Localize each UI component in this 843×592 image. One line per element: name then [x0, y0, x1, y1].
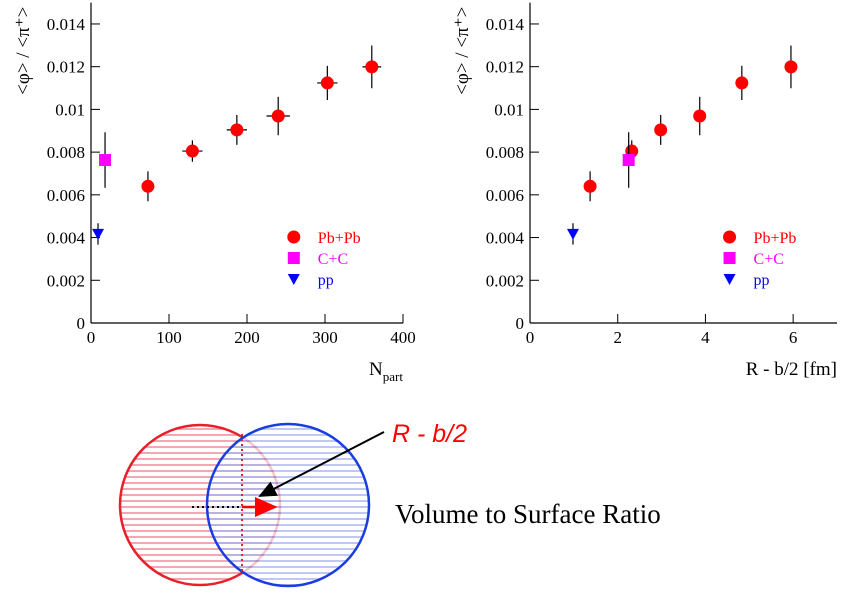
y-tick-label: 0.004 [486, 229, 525, 248]
x-tick-label: 4 [701, 328, 710, 347]
legend-marker [723, 252, 736, 264]
x-axis-title: R - b/2 [fm] [746, 359, 837, 380]
legend-label: Pb+Pb [754, 230, 797, 247]
series [622, 132, 635, 188]
series [99, 132, 112, 188]
overlap-diagram: R - b/2 Volume to Surface Ratio [118, 420, 661, 588]
marker [141, 179, 155, 193]
marker [185, 144, 199, 158]
legend: Pb+Pb C+C pp [723, 230, 796, 289]
legend-marker [287, 230, 301, 244]
legend-marker [287, 274, 300, 285]
x-tick-label: 400 [390, 328, 416, 347]
chart: 0 0.002 0.004 0.006 0.008 0.01 0.012 0.014 0 100 2… [13, 2, 416, 384]
series [92, 223, 105, 245]
x-axis-title-sub: part [383, 369, 404, 384]
x-axis-title-main: N [369, 359, 383, 380]
x-axis-title: Npart [369, 359, 403, 384]
y-axis-title: <φ> / <π⁺> [452, 7, 473, 95]
series [566, 223, 579, 245]
series [583, 45, 798, 202]
marker [271, 109, 285, 123]
chart: 0 0.002 0.004 0.006 0.008 0.01 0.012 0.014 0 2 4 6 <… [452, 2, 837, 380]
legend-label: C+C [754, 251, 784, 268]
pointer-arrow [258, 431, 385, 497]
marker [99, 154, 112, 167]
marker [784, 60, 798, 74]
marker [566, 228, 579, 240]
y-tick-label: 0.014 [486, 15, 525, 34]
legend: Pb+Pb C+C pp [287, 230, 361, 289]
y-tick-label: 0.012 [486, 58, 524, 77]
marker [92, 228, 105, 240]
marker [365, 60, 379, 74]
y-tick-label: 0.002 [47, 271, 85, 290]
marker [320, 76, 334, 90]
y-tick-label: 0.014 [47, 15, 86, 34]
y-tick-label: 0.008 [486, 143, 524, 162]
legend-marker [287, 252, 300, 264]
marker [654, 123, 668, 137]
diagram-caption: Volume to Surface Ratio [395, 499, 661, 529]
y-tick-label: 0.008 [47, 143, 85, 162]
legend-label: pp [754, 272, 770, 289]
y-tick-label: 0.01 [55, 100, 85, 119]
legend-label: Pb+Pb [318, 230, 361, 247]
x-tick-label: 200 [234, 328, 260, 347]
series [141, 45, 382, 202]
y-tick-label: 0.002 [486, 271, 524, 290]
marker [735, 76, 749, 90]
x-tick-label: 6 [789, 328, 798, 347]
y-tick-label: 0.012 [47, 58, 85, 77]
legend-marker [723, 230, 737, 244]
y-tick-label: 0 [516, 314, 525, 333]
x-tick-label: 2 [613, 328, 622, 347]
y-tick-label: 0.006 [47, 186, 85, 205]
y-tick-label: 0.006 [486, 186, 524, 205]
y-axis-title: <φ> / <π⁺> [13, 7, 34, 95]
x-tick-label: 0 [87, 328, 96, 347]
marker [622, 154, 635, 167]
marker [693, 109, 707, 123]
marker [583, 179, 597, 193]
y-tick-label: 0.004 [47, 229, 86, 248]
marker [230, 123, 244, 137]
legend-marker [723, 274, 736, 285]
x-tick-label: 0 [526, 328, 535, 347]
legend-label: pp [318, 272, 334, 289]
nucleus-b [205, 422, 371, 588]
diagram-label: R - b/2 [392, 420, 467, 448]
y-tick-label: 0.01 [494, 100, 524, 119]
x-tick-label: 100 [156, 328, 182, 347]
x-tick-label: 300 [312, 328, 338, 347]
y-tick-label: 0 [77, 314, 86, 333]
legend-label: C+C [318, 251, 348, 268]
